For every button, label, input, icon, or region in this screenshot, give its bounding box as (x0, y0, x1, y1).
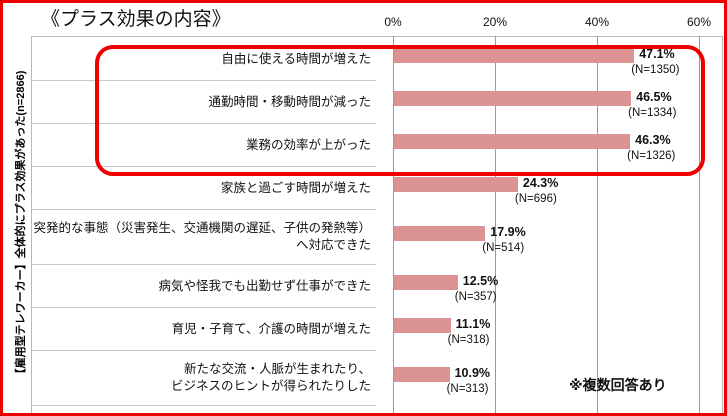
category-label-row: 突発的な事態（災害発生、交通機関の遅延、子供の発熱等） へ対応できた (32, 210, 376, 265)
x-axis-tick-label: 60% (686, 15, 712, 29)
bar-row: 1.7%(N=49) (365, 405, 723, 413)
bar-value-label: 10.9% (454, 366, 491, 380)
bar-value-label: 11.1% (455, 317, 491, 331)
bar (394, 134, 631, 149)
category-label-row: 病気や怪我でも出勤せず仕事ができた (32, 265, 376, 308)
x-axis-tick-label: 0% (384, 15, 402, 29)
bar (394, 91, 632, 106)
bar-row: 46.3% (N=1326) (365, 123, 723, 166)
bar (394, 48, 635, 63)
category-label-row: その他 (32, 406, 376, 413)
gridline (597, 36, 598, 413)
category-label: 新たな交流・人脈が生まれたり、 ビジネスのヒントが得られたりした (170, 362, 371, 393)
bar-count-label: (N=313) (446, 383, 489, 395)
bar (394, 275, 458, 290)
bar-row: 46.5% (N=1334) (365, 80, 723, 123)
category-label-row: 自由に使える時間が増えた (32, 38, 376, 81)
category-label: 自由に使える時間が増えた (221, 51, 371, 66)
bar-count-label: (N=1350) (631, 64, 680, 76)
vertical-axis-caption: 【雇用型テレワーカー】全体的にプラス効果があった(n=2866) (15, 70, 27, 380)
bar-count-label: (N=696) (514, 193, 557, 205)
plot-frame (31, 36, 723, 413)
category-label-row: 通勤時間・移動時間が減った (32, 81, 376, 124)
category-label: 育児・子育て、介護の時間が増えた (171, 321, 371, 336)
bar-value-label: 12.5% (462, 274, 499, 288)
bar-count-label: (N=1334) (628, 107, 677, 119)
bar-count-label: (N=318) (447, 334, 490, 346)
chart-title: 《プラス効果の内容》 (41, 9, 231, 30)
category-label: 病気や怪我でも出勤せず仕事ができた (158, 278, 371, 293)
category-label-row: 業務の効率が上がった (32, 124, 376, 167)
category-label: 業務の効率が上がった (245, 137, 371, 152)
bar-value-label: 47.1% (639, 47, 675, 61)
bar-count-label: (N=1326) (627, 150, 676, 162)
bar-row: 47.1% (N=1350) (365, 37, 723, 80)
bar-count-label: (N=514) (482, 242, 525, 254)
gridline (699, 36, 700, 413)
bar (394, 367, 450, 382)
category-label: 突発的な事態（災害発生、交通機関の遅延、子供の発熱等） へ対応できた (33, 221, 371, 252)
plot-area: 47.1% (N=1350) 46.5% (N=1334) 46.3% (N=1326) 2… (365, 36, 723, 413)
category-label-row: 家族と過ごす時間が増えた (32, 167, 376, 210)
bar-row: 17.9% (N=514) (365, 209, 723, 264)
bar (394, 318, 451, 333)
category-label-row: 新たな交流・人脈が生まれたり、 ビジネスのヒントが得られたりした (32, 351, 376, 406)
gridline (393, 36, 394, 413)
bar-value-label: 24.3% (522, 176, 559, 190)
x-axis-tick-label: 40% (584, 15, 610, 29)
bar-count-label: (N=357) (454, 291, 497, 303)
x-axis-tick-label: 20% (482, 15, 508, 29)
footnote: ※複数回答あり (569, 377, 667, 393)
bar-value-label: 17.9% (490, 225, 526, 239)
bar (394, 226, 486, 241)
bar-value-label: 46.3% (635, 133, 671, 147)
bar-value-label: 46.5% (636, 90, 672, 104)
category-label-row: 育児・子育て、介護の時間が増えた (32, 308, 376, 351)
bar-row: 10.9% (N=313) (365, 350, 723, 405)
bar-row: 11.1% (N=318) (365, 307, 723, 350)
bar (394, 177, 518, 192)
category-label: 通勤時間・移動時間が減った (208, 94, 371, 109)
gridline (495, 36, 496, 413)
bar-row: 24.3% (N=696) (365, 166, 723, 209)
bar-row: 12.5% (N=357) (365, 264, 723, 307)
category-label: 家族と過ごす時間が増えた (220, 180, 371, 195)
x-axis-tick-labels: 0% 20% 40% 60% (31, 15, 723, 35)
category-label-column: 自由に使える時間が増えた通勤時間・移動時間が減った業務の効率が上がった家族と過ご… (32, 37, 376, 413)
vertical-axis-caption-container: 【雇用型テレワーカー】全体的にプラス効果があった(n=2866) (9, 36, 31, 413)
